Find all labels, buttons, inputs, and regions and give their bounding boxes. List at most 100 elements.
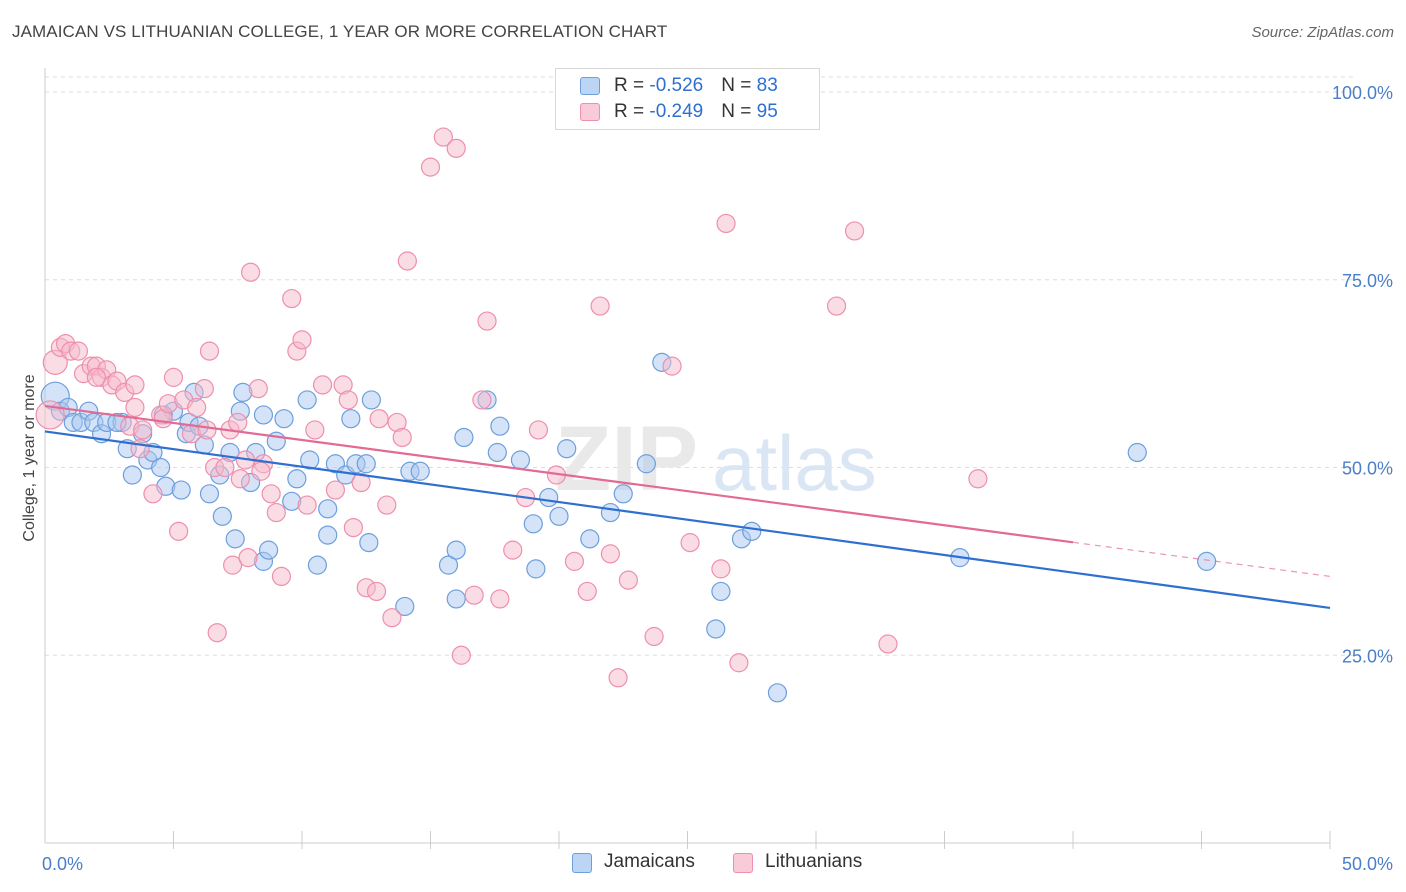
lithuanian-point	[133, 420, 153, 440]
jamaican-point	[636, 454, 656, 474]
lithuanian-point	[35, 400, 65, 430]
lithuanian-point	[662, 356, 682, 376]
series-legend: Jamaicans Lithuanians	[0, 851, 1406, 877]
lithuanian-point	[451, 645, 471, 665]
legend-r-value: -0.249	[649, 101, 704, 122]
jamaican-point	[711, 581, 731, 602]
lithuanian-point	[86, 367, 107, 387]
lithuanian-point	[528, 420, 549, 440]
jamaican-point	[706, 619, 726, 639]
lithuanian-point	[194, 379, 214, 399]
source-credit: Source: ZipAtlas.com	[1251, 24, 1394, 41]
legend-n-value: 95	[756, 101, 778, 122]
jamaican-point	[356, 454, 376, 474]
jamaican-point	[523, 514, 543, 534]
y-axis-label: College, 1 year or more	[21, 374, 38, 541]
lithuanian-point	[590, 296, 610, 316]
jamaican-point	[1127, 442, 1147, 463]
jamaican-point	[287, 469, 307, 489]
lithuanian-point	[392, 427, 412, 448]
lithuanian-point	[297, 495, 317, 515]
lithuanian-point	[187, 397, 207, 418]
lithuanian-point	[241, 262, 261, 282]
lithuanian-point	[600, 544, 621, 564]
data-points	[35, 127, 1217, 703]
lithuanian-trend-line	[44, 404, 1074, 544]
jamaican-point	[438, 555, 459, 575]
y-tick-label: 75.0%	[1342, 271, 1393, 291]
jamaican-point	[318, 499, 338, 519]
lithuanian-point	[577, 581, 597, 602]
lithuanian-point	[125, 375, 145, 395]
lithuanian-point	[223, 555, 243, 575]
jamaican-trend-line	[44, 430, 1331, 610]
y-tick-label: 100.0%	[1332, 83, 1393, 103]
jamaican-point	[341, 409, 361, 429]
legend-label-lithuanians: Lithuanians	[765, 851, 863, 872]
jamaican-point	[446, 589, 466, 609]
legend-n-label: N =	[721, 101, 757, 122]
jamaican-point	[549, 506, 569, 526]
x-tick-label: 0.0%	[42, 854, 83, 874]
lithuanian-point	[197, 420, 217, 440]
watermark-atlas: atlas	[712, 419, 877, 507]
jamaican-point	[613, 484, 633, 504]
jamaican-point	[767, 683, 788, 703]
jamaican-point	[318, 525, 338, 545]
jamaican-point	[253, 405, 274, 425]
lithuanian-point	[490, 589, 510, 609]
y-tick-label: 50.0%	[1342, 459, 1393, 479]
jamaican-point	[487, 442, 507, 463]
jamaican-point	[359, 533, 379, 553]
lithuanian-point	[338, 390, 358, 410]
lithuanian-point	[305, 420, 325, 440]
lithuanian-point	[251, 461, 271, 481]
legend-label-jamaicans: Jamaicans	[604, 851, 695, 872]
lithuanian-point	[433, 127, 453, 147]
lithuanian-point	[125, 397, 145, 418]
tick-labels: 25.0% 50.0% 75.0% 100.0% 0.0% 50.0%	[42, 83, 1393, 874]
lithuanian-point	[230, 469, 250, 489]
jamaican-point	[395, 596, 415, 617]
stats-legend: R = -0.526 N = 83 R = -0.249 N = 95	[555, 68, 820, 130]
lithuanian-point	[711, 559, 731, 579]
lithuanian-point	[618, 570, 638, 590]
chart-title: JAMAICAN VS LITHUANIAN COLLEGE, 1 YEAR O…	[12, 22, 668, 41]
lithuanian-point	[503, 540, 523, 560]
legend-n-label: N =	[721, 75, 757, 96]
jamaican-point	[510, 450, 531, 470]
jamaican-point	[557, 439, 577, 459]
lithuanian-point	[343, 517, 363, 538]
lithuanian-point	[878, 634, 898, 654]
lithuanian-point	[644, 626, 664, 647]
lithuanian-point	[826, 296, 847, 316]
legend-swatch-lithuanians	[733, 853, 753, 873]
watermark: ZIP atlas	[555, 408, 877, 510]
legend-n-value: 83	[756, 75, 778, 96]
lithuanian-point	[377, 495, 397, 515]
lithuanian-point	[68, 341, 89, 361]
lithuanian-point	[199, 341, 220, 361]
gridlines	[45, 76, 1356, 656]
lithuanian-point	[844, 221, 865, 241]
lithuanian-point	[143, 484, 163, 504]
jamaican-point	[307, 555, 328, 575]
jamaican-point	[199, 484, 220, 504]
lithuanian-point	[130, 439, 150, 459]
jamaican-point	[526, 559, 546, 579]
lithuanian-point	[238, 548, 258, 568]
lithuanian-point	[366, 581, 387, 602]
jamaican-point	[410, 461, 430, 481]
jamaican-point	[454, 427, 474, 448]
axes	[44, 68, 1331, 849]
jamaican-point	[212, 506, 232, 526]
lithuanian-point	[369, 409, 389, 429]
lithuanian-point	[472, 390, 492, 410]
legend-stats-lithuanians: R = -0.249 N = 95	[614, 101, 778, 123]
lithuanian-point	[215, 457, 235, 478]
lithuanian-point	[325, 480, 346, 500]
legend-r-value: -0.526	[649, 75, 704, 96]
jamaican-point	[300, 450, 320, 470]
lithuanian-point	[292, 330, 312, 350]
